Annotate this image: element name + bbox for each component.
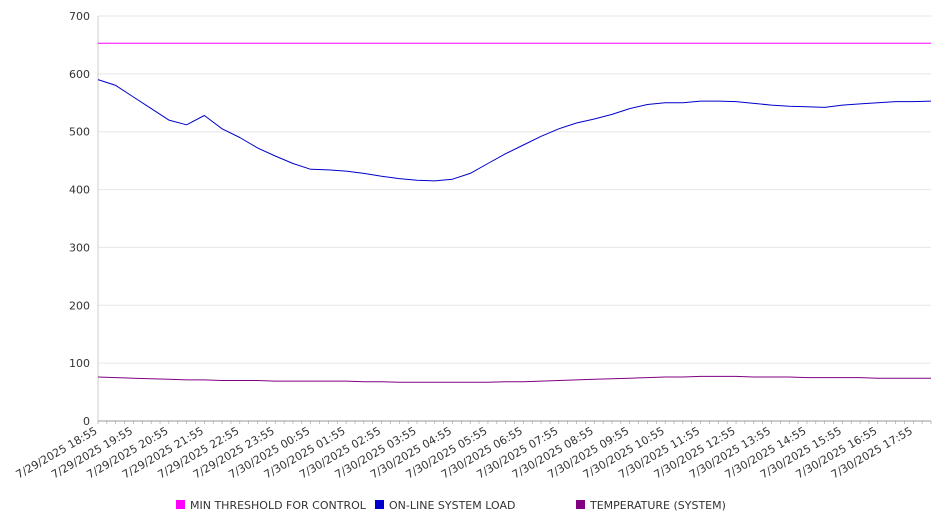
y-tick-label: 400 xyxy=(69,184,90,197)
gridlines xyxy=(98,15,931,364)
y-tick-label: 200 xyxy=(69,299,90,312)
legend: MIN THRESHOLD FOR CONTROL ON-LINE SYSTEM … xyxy=(176,499,726,512)
legend-label-on-line-system-load: ON-LINE SYSTEM LOAD xyxy=(389,499,515,512)
y-tick-label: 0 xyxy=(83,415,90,428)
y-tick-label: 600 xyxy=(69,68,90,81)
x-tick-labels: 7/29/2025 18:557/29/2025 19:557/29/2025 … xyxy=(14,424,915,481)
y-tick-label: 100 xyxy=(69,357,90,370)
y-tick-labels: 0 100 200 300 400 500 600 700 xyxy=(69,10,90,428)
legend-swatch-on-line-system-load xyxy=(375,500,384,509)
legend-label-min-threshold-for-control: MIN THRESHOLD FOR CONTROL xyxy=(190,499,367,512)
axes xyxy=(97,16,932,424)
legend-label-temperature-system: TEMPERATURE (SYSTEM) xyxy=(589,499,726,512)
y-tick-label: 300 xyxy=(69,241,90,254)
legend-swatch-temperature-system xyxy=(576,500,585,509)
series-lines xyxy=(97,42,932,383)
series-line-on-line-system-load xyxy=(97,79,932,182)
series-line-temperature-system xyxy=(97,375,931,383)
y-tick-label: 500 xyxy=(69,126,90,139)
y-tick-label: 700 xyxy=(69,10,90,23)
legend-swatch-min-threshold-for-control xyxy=(176,500,185,509)
